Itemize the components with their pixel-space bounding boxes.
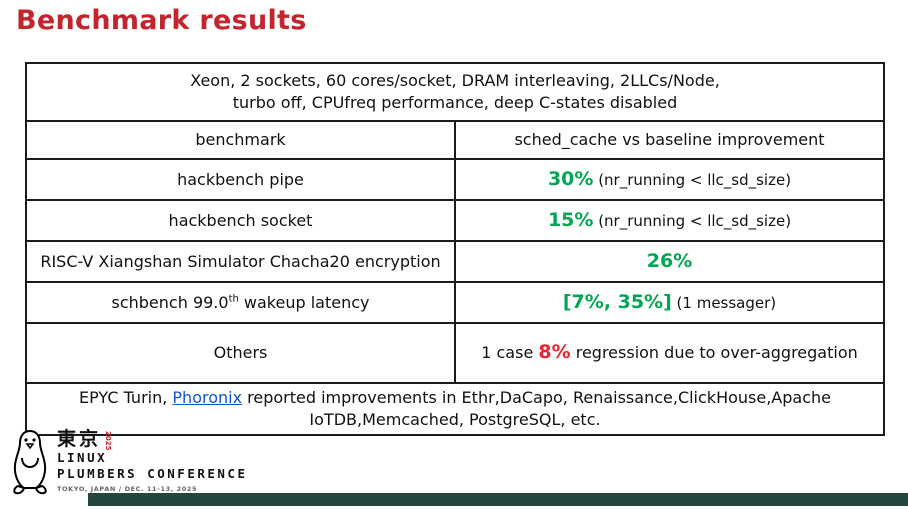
footer-post: reported improvements in Ethr,DaCapo, Re… (242, 388, 831, 429)
regression-note: regression due to over-aggregation (570, 343, 858, 363)
table-row: RISC-V Xiangshan Simulator Chacha20 encr… (25, 240, 885, 283)
regression-pre: 1 case (481, 343, 539, 363)
footer-cell: EPYC Turin, Phoronix reported improvemen… (25, 382, 885, 436)
improvement-cell: 26% (454, 240, 885, 283)
benchmark-name: hackbench pipe (25, 158, 456, 201)
improvement-cell: 15% (nr_running < llc_sd_size) (454, 199, 885, 242)
table-row: hackbench pipe 30% (nr_running < llc_sd_… (25, 158, 885, 201)
table-footer-row: EPYC Turin, Phoronix reported improvemen… (25, 382, 885, 436)
improvement-cell: 30% (nr_running < llc_sd_size) (454, 158, 885, 201)
table-header-row: benchmark sched_cache vs baseline improv… (25, 120, 885, 160)
benchmark-name: hackbench socket (25, 199, 456, 242)
logo-line-plumbers: PLUMBERS CONFERENCE (57, 466, 248, 482)
bottom-bar (88, 493, 908, 506)
header-benchmark: benchmark (25, 120, 456, 160)
config-cell: Xeon, 2 sockets, 60 cores/socket, DRAM i… (25, 62, 885, 122)
improvement-cell: [7%, 35%] (1 messager) (454, 281, 885, 324)
logo-line-linux: LINUX (57, 450, 108, 466)
tux-penguin-icon (13, 429, 47, 495)
logo-year-stamp: 2025 (104, 431, 113, 451)
logo-tagline: TOKYO, JAPAN / DEC. 11-13, 2025 (57, 484, 198, 493)
improvement-value: 26% (646, 249, 693, 272)
improvement-value: [7%, 35%] (562, 290, 672, 313)
config-line2: turbo off, CPUfreq performance, deep C-s… (232, 93, 678, 112)
improvement-note: (nr_running < llc_sd_size) (593, 170, 792, 189)
header-improvement: sched_cache vs baseline improvement (454, 120, 885, 160)
logo-kanji: 東京 (57, 428, 102, 450)
page-title: Benchmark results (16, 5, 307, 36)
benchmark-name: RISC-V Xiangshan Simulator Chacha20 encr… (25, 240, 456, 283)
regression-value: 8% (538, 341, 571, 364)
table-row: hackbench socket 15% (nr_running < llc_s… (25, 199, 885, 242)
improvement-cell: 1 case 8% regression due to over-aggrega… (454, 322, 885, 384)
table-row-config: Xeon, 2 sockets, 60 cores/socket, DRAM i… (25, 62, 885, 122)
benchmark-name: schbench 99.0th wakeup latency (25, 281, 456, 324)
conference-logo: 東京 2025 LINUX PLUMBERS CONFERENCE TOKYO,… (8, 428, 248, 496)
improvement-note: (nr_running < llc_sd_size) (593, 211, 792, 230)
logo-kanji-row: 東京 2025 (57, 428, 248, 451)
phoronix-link[interactable]: Phoronix (172, 388, 243, 408)
improvement-note: (1 messager) (671, 293, 777, 312)
benchmark-name: Others (25, 322, 456, 384)
improvement-value: 15% (547, 208, 594, 231)
footer-pre: EPYC Turin, (79, 388, 173, 408)
improvement-value: 30% (547, 167, 594, 190)
benchmark-name-pre: schbench 99.0 (111, 292, 229, 312)
benchmark-name-post: wakeup latency (238, 292, 370, 312)
benchmark-name-sup: th (228, 293, 239, 305)
benchmark-table: Xeon, 2 sockets, 60 cores/socket, DRAM i… (25, 62, 885, 436)
config-line1: Xeon, 2 sockets, 60 cores/socket, DRAM i… (190, 71, 720, 91)
logo-text: 東京 2025 LINUX PLUMBERS CONFERENCE TOKYO,… (57, 428, 248, 493)
table-row: schbench 99.0th wakeup latency [7%, 35%]… (25, 281, 885, 324)
table-row: Others 1 case 8% regression due to over-… (25, 322, 885, 384)
